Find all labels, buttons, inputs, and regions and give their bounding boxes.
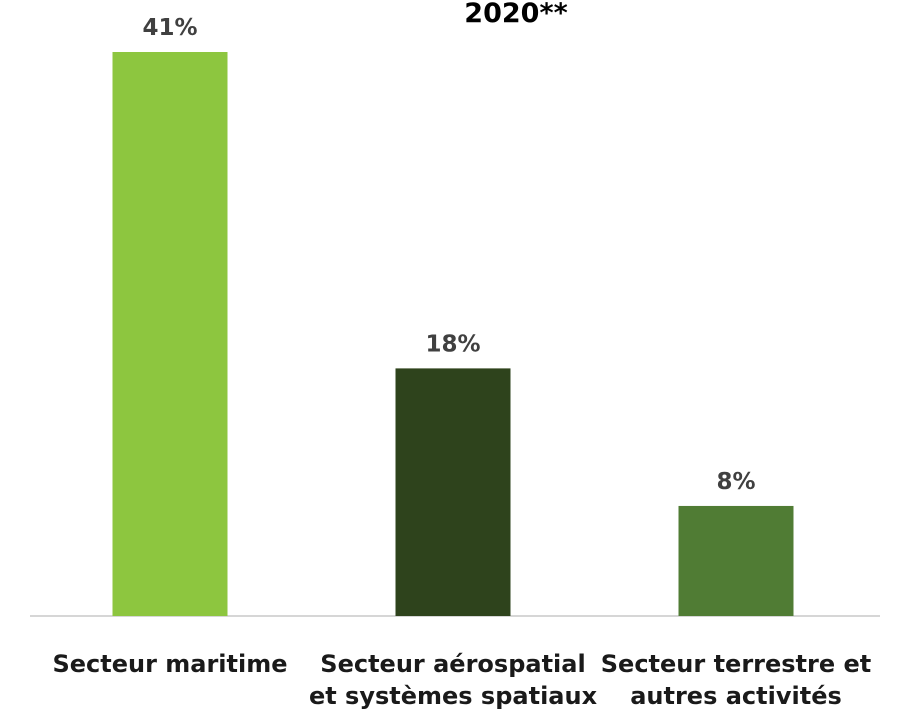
x-tick-label: Secteur maritime bbox=[52, 650, 288, 678]
x-tick-label: Secteur terrestre et autres activités bbox=[600, 650, 872, 710]
chart-title: 2020** bbox=[464, 0, 567, 29]
bar bbox=[112, 52, 228, 616]
bar bbox=[395, 368, 511, 616]
value-label: 18% bbox=[425, 331, 480, 357]
value-label: 8% bbox=[716, 469, 755, 495]
value-label: 41% bbox=[142, 15, 197, 41]
bar bbox=[678, 505, 794, 616]
x-tick-label: Secteur aérospatial et systèmes spatiaux bbox=[308, 650, 598, 710]
